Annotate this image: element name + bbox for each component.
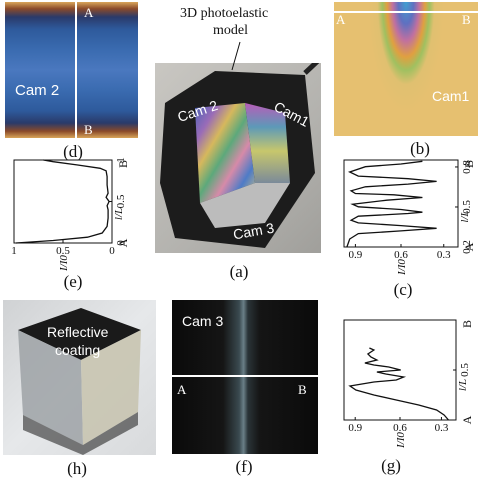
- cube-top-face: [18, 308, 141, 360]
- point-b-label: B: [462, 160, 476, 168]
- x-tick-label: 0.6: [394, 249, 408, 261]
- coating-label-line2: coating: [55, 342, 101, 358]
- point-b-label: B: [116, 160, 130, 168]
- panel-g-label: (g): [381, 456, 401, 475]
- point-b-label: B: [460, 320, 474, 328]
- section-line-ab: [75, 2, 77, 138]
- point-a-label: A: [460, 415, 474, 424]
- point-a-label: A: [462, 242, 476, 251]
- panel-b-label: (b): [410, 139, 430, 158]
- x-axis-label: I/I0: [395, 432, 407, 449]
- intensity-curve: [348, 347, 449, 421]
- point-a-label: A: [336, 12, 346, 27]
- y-axis-label: l/L: [459, 210, 471, 222]
- y-tick-label: 0: [115, 240, 127, 246]
- panel-h-image: Reflective coating: [3, 300, 156, 455]
- y-tick-label: 0.5: [461, 200, 473, 214]
- y-tick-label: 0.2: [461, 240, 473, 254]
- x-tick-label: 0.3: [435, 422, 449, 434]
- section-line-ab: [172, 375, 318, 377]
- point-a-label: A: [177, 382, 187, 397]
- cam-label: Cam1: [432, 88, 470, 104]
- y-tick-label: 0.8: [461, 160, 473, 174]
- fringe-face-bottom: [200, 183, 290, 228]
- panel-f-label: (f): [235, 457, 253, 476]
- x-tick-label: 0.9: [348, 422, 362, 434]
- cube-left-face: [18, 330, 83, 445]
- cam-label: Cam 3: [182, 313, 224, 329]
- fringe-face-left: [195, 103, 255, 203]
- y-tick-label: 0.5: [459, 363, 471, 377]
- y-tick-label: 0.5: [115, 194, 127, 208]
- model-title-line1: 3D photoelastic: [180, 6, 269, 21]
- point-a-label: A: [116, 238, 130, 247]
- point-a-label: A: [84, 5, 94, 20]
- intensity-curve: [15, 159, 110, 244]
- x-tick-label: 1: [11, 245, 17, 257]
- model-title-line2: model: [213, 23, 248, 38]
- x-tick-label: 0.6: [393, 422, 407, 434]
- cube-bottom-shadow: [23, 412, 138, 455]
- x-tick-label: 0.5: [56, 245, 70, 257]
- panel-a-image: Cam 2 Cam1 Cam 3: [155, 63, 321, 253]
- point-b-label: B: [462, 12, 471, 27]
- x-axis-label: I/I0: [396, 259, 408, 276]
- x-tick-label: 0: [109, 245, 115, 257]
- coated-cube-drawing: [18, 308, 141, 455]
- x-axis-label: I/I0: [58, 255, 70, 272]
- y-axis-label: l/L: [113, 208, 125, 220]
- cube-drawing: [160, 63, 320, 248]
- section-line-ab: [334, 11, 478, 13]
- support-rod: [303, 63, 320, 75]
- intensity-curve: [346, 160, 437, 248]
- panel-d-label: (d): [63, 142, 83, 161]
- cam-label: Cam 2: [15, 82, 60, 99]
- fringe-face-right: [245, 103, 290, 183]
- panel-h-label: (h): [67, 459, 87, 478]
- panel-b-image: A B Cam1: [334, 2, 478, 136]
- coating-label-line1: Reflective: [47, 324, 109, 340]
- point-b-label: B: [298, 382, 307, 397]
- x-tick-label: 0.3: [437, 249, 451, 261]
- y-tick-label: 1: [115, 157, 127, 163]
- point-b-label: B: [84, 122, 93, 137]
- cube-right-face: [81, 330, 141, 445]
- panel-d-image: A B Cam 2: [5, 2, 138, 138]
- panel-e-label: (e): [63, 272, 83, 291]
- panel-f-image: Cam 3 A B: [172, 300, 318, 454]
- y-axis-label: l/L: [457, 379, 469, 391]
- x-tick-label: 0.9: [349, 249, 363, 261]
- panel-c-label: (c): [393, 280, 413, 299]
- panel-a-label: (a): [229, 262, 249, 281]
